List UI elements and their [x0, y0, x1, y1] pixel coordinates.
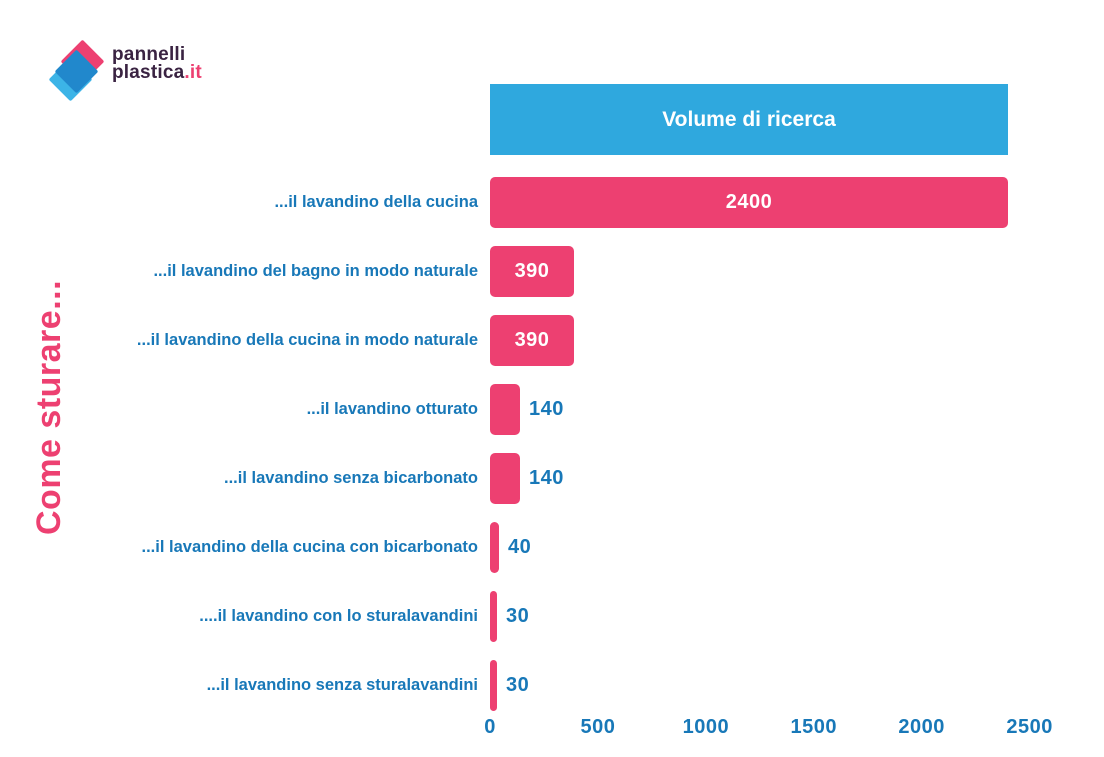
x-tick-label: 2000 [898, 716, 945, 738]
category-label: ...il lavandino otturato [306, 400, 478, 418]
bar-value: 390 [514, 260, 550, 282]
category-label: ...il lavandino della cucina con bicarbo… [141, 538, 479, 556]
x-tick-label: 2500 [1006, 716, 1053, 738]
category-label: ...il lavandino della cucina in modo nat… [136, 331, 478, 349]
logo-line1: pannelli [112, 44, 186, 65]
logo: pannelli plastica.it [0, 0, 320, 120]
logo-line2: plastica.it [112, 62, 202, 83]
bar [490, 177, 1008, 228]
category-label: ....il lavandino con lo sturalavandini [199, 607, 478, 625]
category-label: ...il lavandino della cucina [274, 193, 478, 211]
x-tick-label: 1500 [790, 716, 837, 738]
bar-value: 140 [529, 467, 564, 489]
logo-suffix: .it [184, 62, 202, 83]
bar [490, 453, 520, 504]
category-label: ...il lavandino senza bicarbonato [224, 469, 478, 487]
bar [490, 384, 520, 435]
bar-value: 2400 [725, 191, 773, 213]
x-tick-label: 1000 [682, 716, 730, 738]
bar-value: 140 [529, 398, 564, 420]
bar-value: 30 [506, 605, 530, 627]
bar-value: 30 [506, 674, 530, 696]
bar-value: 40 [508, 536, 532, 558]
bar [490, 660, 497, 711]
x-tick-label: 0 [484, 716, 496, 738]
chart-header: Volume di ricerca [490, 84, 1008, 155]
bar [490, 246, 574, 297]
y-axis-title: Come sturare... [30, 279, 68, 535]
bar [490, 522, 499, 573]
category-label: ...il lavandino del bagno in modo natura… [153, 262, 478, 280]
logo-text: pannelli plastica.it [112, 44, 202, 83]
bar-value: 390 [514, 329, 550, 351]
bar [490, 315, 574, 366]
x-tick-label: 500 [580, 716, 616, 738]
category-label: ...il lavandino senza sturalavandini [206, 676, 478, 694]
bar [490, 591, 497, 642]
